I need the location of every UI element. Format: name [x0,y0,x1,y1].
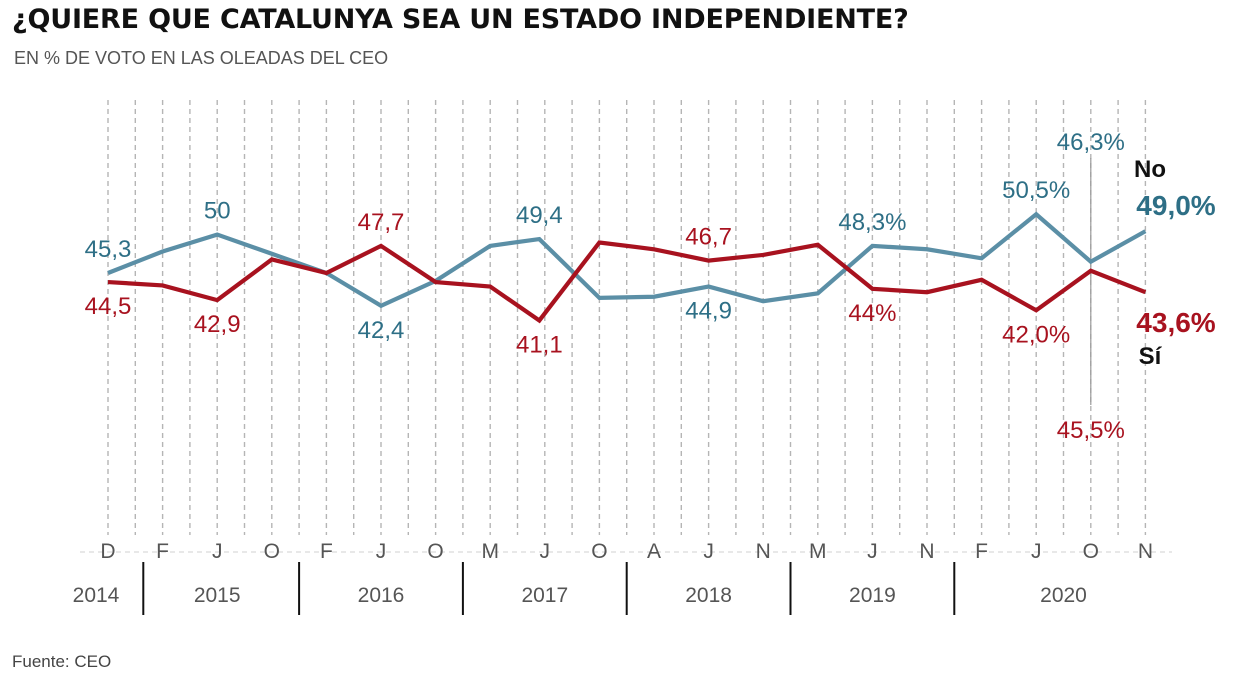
data-label: 44% [848,300,896,327]
line-chart: D F J O F J O M J O A J N M J N F J O N 2014 2015 2016 2017 2018… [73,100,1216,615]
year-label: 2018 [685,584,732,607]
year-label: 2016 [358,584,405,607]
source-note: Fuente: CEO [12,652,112,671]
x-tick-label: J [376,540,387,563]
data-label: 46,7 [685,224,732,251]
x-tick-label: M [809,540,827,563]
x-tick-label: A [647,540,661,563]
x-tick-label: O [1083,540,1099,563]
data-label: 44,5 [85,293,132,320]
x-tick-label: D [100,540,115,563]
x-tick-label: O [591,540,607,563]
data-label: 49,4 [516,202,563,229]
data-label: 45,3 [85,236,132,263]
data-label: 42,9 [194,311,241,338]
x-tick-label: M [481,540,499,563]
chart-subtitle: EN % DE VOTO EN LAS OLEADAS DEL CEO [14,48,389,68]
x-tick-label: O [427,540,443,563]
x-tick-label: J [1031,540,1042,563]
year-label: 2017 [521,584,568,607]
year-label: 2019 [849,584,896,607]
data-label: 50 [204,198,231,225]
data-label: 42,0% [1002,321,1070,348]
x-tick-label: O [264,540,280,563]
series-name-no: No [1134,156,1166,183]
data-label: 44,9 [685,298,732,325]
x-tick-label: F [320,540,333,563]
x-tick-label: J [540,540,551,563]
chart-title: ¿QUIERE QUE CATALUNYA SEA UN ESTADO INDE… [12,4,909,35]
data-label: 45,5% [1057,417,1125,444]
end-value-si: 43,6% [1136,307,1215,338]
data-label: 47,7 [358,209,405,236]
data-label: 46,3% [1057,129,1125,156]
series-si-line [107,240,1147,324]
year-label: 2014 [73,584,120,607]
x-tick-label: F [156,540,169,563]
end-value-no: 49,0% [1136,190,1215,221]
x-tick-label: J [703,540,714,563]
data-label: 50,5% [1002,177,1070,204]
x-tick-label: J [867,540,878,563]
data-label: 48,3% [838,209,906,236]
x-tick-label: N [756,540,771,563]
data-label: 41,1 [516,331,563,358]
x-tick-label: N [1138,540,1153,563]
x-tick-label: J [212,540,223,563]
series-name-si: Sí [1139,343,1163,370]
x-tick-label: N [919,540,934,563]
x-tick-label: F [975,540,988,563]
data-label: 42,4 [358,317,405,344]
series-no-line [107,211,1147,309]
year-label: 2015 [194,584,241,607]
year-label: 2020 [1040,584,1087,607]
